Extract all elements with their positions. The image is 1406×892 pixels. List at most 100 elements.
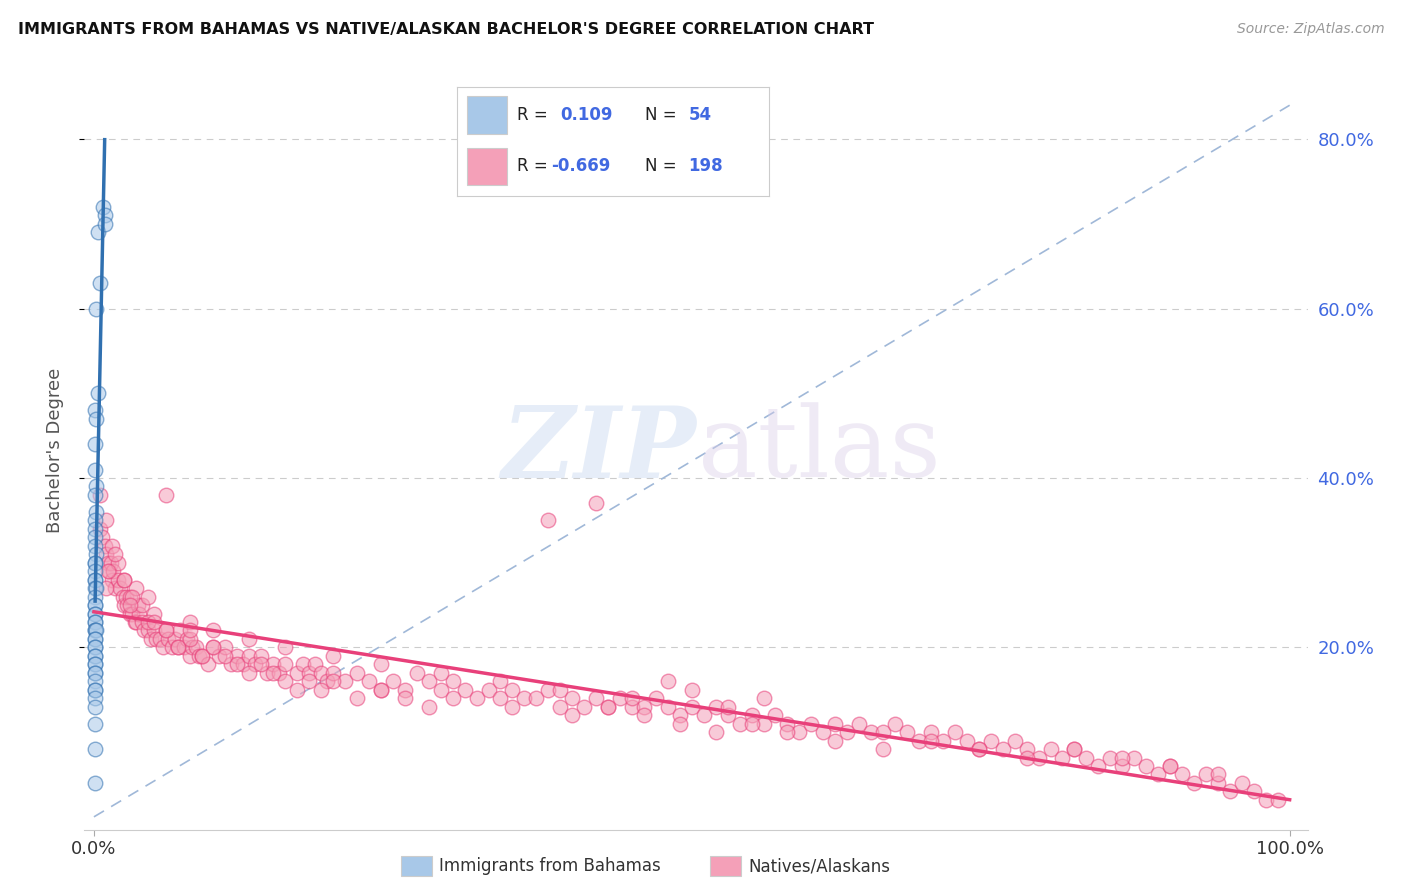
Point <box>86 479 108 493</box>
Point <box>118 598 141 612</box>
Point <box>274 640 297 655</box>
Point <box>98 564 121 578</box>
Text: Source: ZipAtlas.com: Source: ZipAtlas.com <box>1237 22 1385 37</box>
Point <box>84 615 107 629</box>
Point <box>142 615 165 629</box>
Point <box>285 682 308 697</box>
Point <box>125 581 148 595</box>
Point <box>453 682 475 697</box>
Point <box>298 665 321 680</box>
Text: Immigrants from Bahamas: Immigrants from Bahamas <box>439 857 661 875</box>
Point <box>405 665 427 680</box>
Text: Natives/Alaskans: Natives/Alaskans <box>748 857 890 875</box>
Point <box>152 640 174 655</box>
Text: ZIP: ZIP <box>501 402 696 499</box>
Point <box>84 607 107 621</box>
Point <box>86 225 108 239</box>
Point <box>136 624 159 638</box>
Point <box>84 437 107 451</box>
Point <box>84 581 107 595</box>
Point <box>93 539 115 553</box>
Point <box>681 699 703 714</box>
Point <box>429 665 451 680</box>
Point <box>84 648 107 663</box>
Point <box>394 691 416 706</box>
Point <box>370 682 392 697</box>
Point <box>111 590 134 604</box>
Point <box>370 682 392 697</box>
Point <box>765 708 787 723</box>
Point <box>848 716 870 731</box>
Point <box>84 657 107 672</box>
Point <box>94 547 117 561</box>
Point <box>169 624 191 638</box>
Point <box>118 607 141 621</box>
Point <box>1028 750 1050 764</box>
Point <box>84 573 107 587</box>
Point <box>657 699 679 714</box>
Point <box>131 615 153 629</box>
Point <box>97 564 120 578</box>
Point <box>104 547 127 561</box>
Point <box>1087 759 1109 773</box>
Point <box>84 665 107 680</box>
Point <box>93 200 115 214</box>
Point <box>633 708 655 723</box>
Point <box>669 716 692 731</box>
Point <box>131 598 153 612</box>
Point <box>190 648 212 663</box>
Point <box>84 462 107 476</box>
Point <box>176 632 198 646</box>
Point <box>128 607 150 621</box>
Point <box>717 708 740 723</box>
Point <box>824 733 846 747</box>
Point <box>860 725 883 739</box>
Point <box>125 615 148 629</box>
Point <box>84 776 107 790</box>
Point <box>173 640 195 655</box>
Point <box>84 699 107 714</box>
Point <box>465 691 488 706</box>
Point <box>752 716 775 731</box>
Point <box>1195 767 1218 781</box>
Point <box>596 699 619 714</box>
Point <box>188 648 211 663</box>
Point <box>84 556 107 570</box>
Point <box>333 674 356 689</box>
Point <box>322 674 344 689</box>
Point <box>621 699 644 714</box>
Point <box>956 733 979 747</box>
Point <box>84 640 107 655</box>
Point <box>548 682 571 697</box>
Point <box>160 640 183 655</box>
Point <box>316 674 339 689</box>
Point <box>943 725 966 739</box>
Point <box>1147 767 1170 781</box>
Point <box>84 691 107 706</box>
Point <box>1015 742 1038 756</box>
Point <box>141 632 163 646</box>
Point <box>197 657 219 672</box>
Point <box>813 725 835 739</box>
Point <box>214 640 236 655</box>
Point <box>238 648 260 663</box>
Point <box>226 648 249 663</box>
Point <box>84 539 107 553</box>
Point <box>238 665 260 680</box>
Point <box>84 682 107 697</box>
Point <box>292 657 315 672</box>
Point <box>645 691 668 706</box>
Point <box>1243 784 1265 798</box>
Point <box>86 411 108 425</box>
Point <box>94 581 117 595</box>
Point <box>84 513 107 527</box>
Point <box>124 615 146 629</box>
Point <box>1099 750 1122 764</box>
Point <box>101 564 124 578</box>
Point <box>728 716 751 731</box>
Point <box>920 733 942 747</box>
Point <box>107 556 129 570</box>
Point <box>585 496 607 510</box>
Point <box>179 632 201 646</box>
Point <box>1206 767 1229 781</box>
